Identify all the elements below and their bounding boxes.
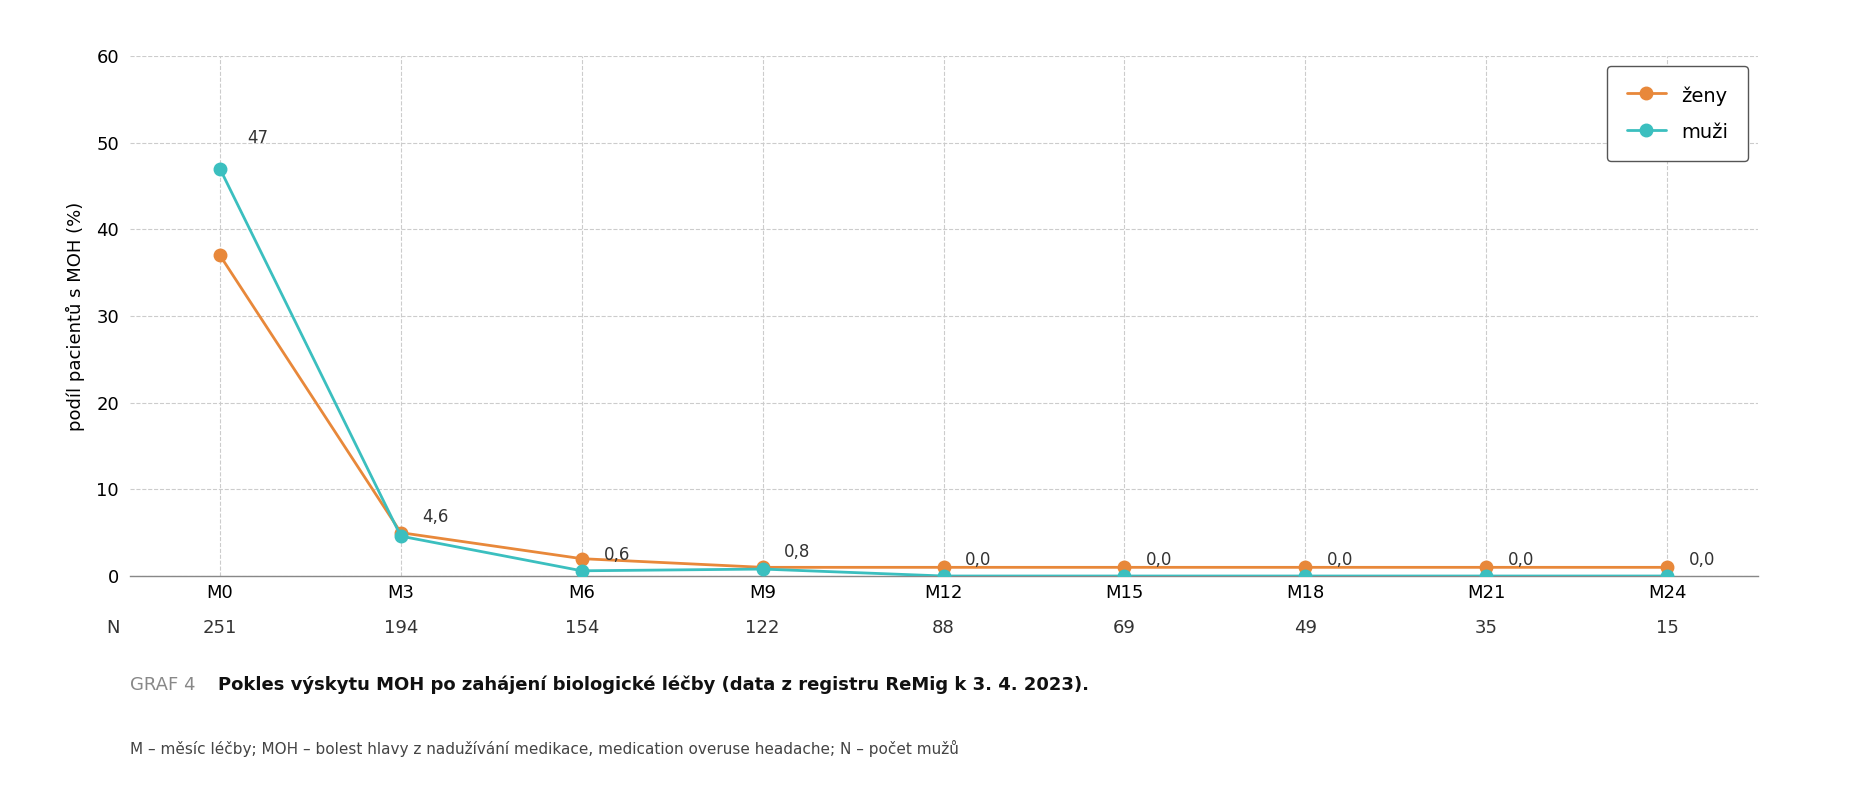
ženy (570, 554, 592, 563)
muži (1474, 571, 1497, 581)
Text: 0,0: 0,0 (1689, 551, 1715, 569)
Text: 4,6: 4,6 (422, 508, 450, 526)
Y-axis label: podíl pacientů s MOH (%): podíl pacientů s MOH (%) (67, 202, 85, 430)
Text: 0,0: 0,0 (1508, 551, 1534, 569)
ženy (1114, 562, 1136, 572)
ženy (751, 562, 773, 572)
Text: 0,8: 0,8 (784, 543, 810, 562)
Text: 69: 69 (1114, 619, 1136, 637)
Text: 88: 88 (932, 619, 955, 637)
muži (1295, 571, 1317, 581)
ženy (390, 528, 413, 538)
Text: 0,0: 0,0 (966, 551, 992, 569)
ženy (209, 250, 231, 260)
Line: muži: muži (215, 162, 1672, 582)
Legend: ženy, muži: ženy, muži (1608, 66, 1748, 162)
Text: 47: 47 (248, 129, 268, 147)
Text: Pokles výskytu MOH po zahájení biologické léčby (data z registru ReMig k 3. 4. 2: Pokles výskytu MOH po zahájení biologick… (218, 676, 1090, 694)
Text: 154: 154 (564, 619, 599, 637)
Text: GRAF 4: GRAF 4 (130, 676, 194, 694)
Text: 194: 194 (383, 619, 418, 637)
Text: 15: 15 (1656, 619, 1678, 637)
Text: 49: 49 (1293, 619, 1317, 637)
muži (390, 531, 413, 541)
Line: ženy: ženy (215, 249, 1672, 574)
muži (209, 164, 231, 174)
Text: 122: 122 (746, 619, 781, 637)
Text: 35: 35 (1474, 619, 1498, 637)
ženy (1295, 562, 1317, 572)
Text: 0,6: 0,6 (603, 546, 629, 564)
ženy (1656, 562, 1678, 572)
muži (1114, 571, 1136, 581)
Text: 0,0: 0,0 (1326, 551, 1354, 569)
muži (1656, 571, 1678, 581)
Text: 251: 251 (204, 619, 237, 637)
Text: 0,0: 0,0 (1147, 551, 1173, 569)
muži (751, 564, 773, 574)
muži (570, 566, 592, 576)
muži (932, 571, 955, 581)
ženy (1474, 562, 1497, 572)
Text: N: N (107, 619, 120, 637)
ženy (932, 562, 955, 572)
Text: M – měsíc léčby; MOH – bolest hlavy z nadužívání medikace, medication overuse he: M – měsíc léčby; MOH – bolest hlavy z na… (130, 740, 958, 757)
